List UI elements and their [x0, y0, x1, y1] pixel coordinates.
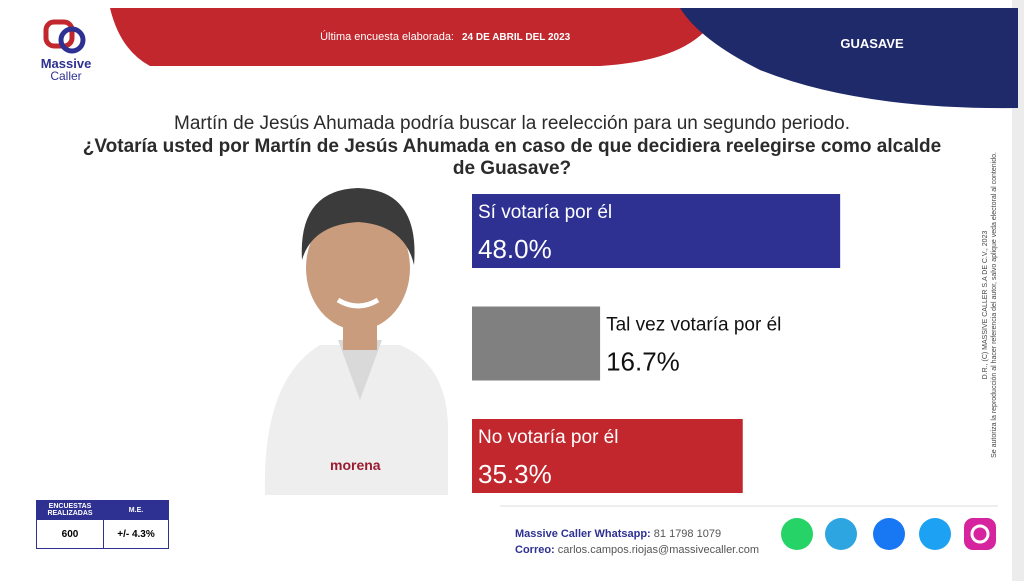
shirt-logo: morena	[330, 457, 381, 473]
contact-label: Correo:	[515, 544, 555, 556]
bar-category: Tal vez votaría por él	[606, 315, 781, 336]
survey-date: 24 DE ABRIL DEL 2023	[462, 32, 571, 43]
disclaimer: Se autoriza la reproducción al hacer ref…	[991, 152, 998, 458]
logo-text: Caller	[50, 69, 81, 83]
bar	[472, 419, 743, 493]
question: ¿Votaría usted por Martín de Jesús Ahuma…	[82, 136, 942, 179]
disclaimer: D.R., (C) MASSIVE CALLER S.A DE C.V., 20…	[982, 231, 989, 380]
bar-value-label: 35.3%	[478, 459, 552, 489]
table-header: ENCUESTAS REALIZADAS	[36, 500, 104, 520]
bar-value-label: 16.7%	[606, 347, 680, 377]
location-band	[680, 8, 1018, 109]
social-icons	[781, 518, 996, 550]
table-cell: 600	[36, 519, 104, 549]
table-cell: +/- 4.3%	[103, 519, 169, 549]
contact-email: Correo: carlos.campos.riojas@massivecall…	[515, 544, 759, 556]
sample-table: ENCUESTAS REALIZADAS M.E. 600 +/- 4.3%	[36, 500, 169, 549]
bar-category: No votaría por él	[478, 427, 618, 448]
question-intro: Martín de Jesús Ahumada podría buscar la…	[174, 113, 850, 134]
logo-text: Massive	[41, 56, 92, 71]
location: GUASAVE	[840, 36, 904, 51]
bar-category: Sí votaría por él	[478, 202, 612, 223]
survey-label: Última encuesta elaborada:	[320, 30, 454, 43]
bar	[472, 306, 601, 381]
logo	[43, 19, 86, 54]
header-band	[110, 8, 720, 66]
contact-value: carlos.campos.riojas@massivecaller.com	[557, 544, 760, 556]
table-header: M.E.	[103, 500, 169, 520]
scrollbar	[1012, 0, 1024, 581]
contact-whatsapp: Massive Caller Whatsapp: 81 1798 1079	[515, 528, 721, 540]
contact-value: 81 1798 1079	[653, 528, 722, 540]
candidate-photo: morena	[264, 188, 448, 495]
bar	[472, 194, 841, 268]
contact-label: Massive Caller Whatsapp:	[515, 528, 651, 540]
bar-value-label: 48.0%	[478, 234, 552, 264]
